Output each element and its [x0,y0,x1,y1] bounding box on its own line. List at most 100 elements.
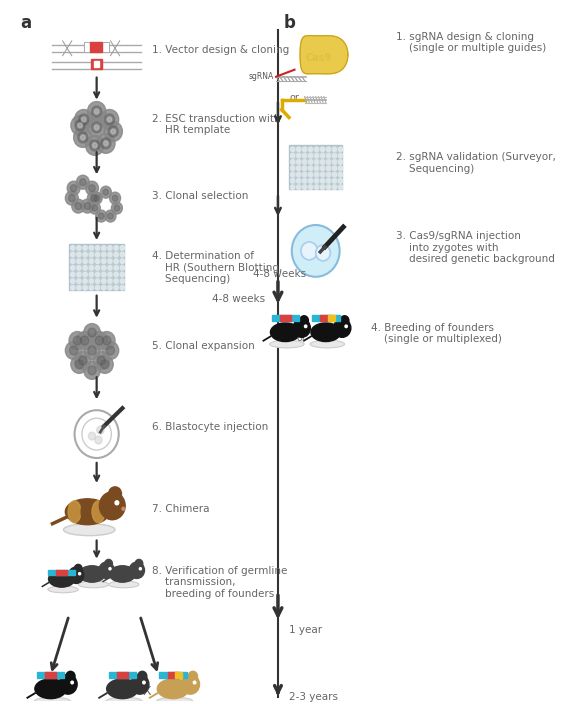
Circle shape [120,252,125,257]
Circle shape [70,252,75,257]
Circle shape [332,153,336,158]
Circle shape [89,202,100,214]
Circle shape [78,114,89,125]
Bar [94,61,99,67]
Circle shape [314,172,319,177]
Circle shape [120,259,125,263]
Text: 2. ESC transduction with
    HR template: 2. ESC transduction with HR template [152,113,280,135]
Circle shape [101,138,111,149]
Circle shape [95,285,100,290]
Circle shape [83,279,87,284]
Circle shape [345,325,347,327]
Circle shape [80,179,86,186]
Circle shape [85,135,104,156]
Circle shape [77,265,81,270]
Circle shape [327,185,331,189]
Circle shape [83,246,87,250]
Circle shape [332,160,336,164]
Circle shape [120,265,125,270]
Ellipse shape [63,524,115,536]
Circle shape [302,153,307,158]
Circle shape [327,166,331,170]
Circle shape [94,195,99,201]
Circle shape [332,147,336,151]
Circle shape [320,153,325,158]
Circle shape [74,110,93,130]
Circle shape [300,315,308,325]
Circle shape [84,361,100,379]
Circle shape [83,272,87,277]
Circle shape [291,179,295,183]
Circle shape [69,346,78,355]
Circle shape [104,122,122,142]
Circle shape [77,272,81,277]
Circle shape [77,246,81,250]
Text: 2. sgRNA validation (Surveyor,
    Sequencing): 2. sgRNA validation (Surveyor, Sequencin… [396,152,556,174]
Circle shape [108,126,118,137]
Circle shape [108,246,112,250]
Circle shape [69,567,84,584]
Bar [48,570,76,575]
Circle shape [302,179,307,183]
Circle shape [96,134,115,153]
Circle shape [327,172,331,177]
Circle shape [309,147,313,151]
Circle shape [74,565,82,572]
Ellipse shape [269,340,304,348]
Circle shape [95,259,100,263]
Circle shape [71,681,73,684]
Circle shape [92,106,102,117]
Circle shape [314,147,319,151]
Circle shape [78,132,88,143]
Circle shape [143,681,145,684]
Circle shape [90,140,100,151]
Bar [102,42,108,52]
Circle shape [94,125,99,130]
Circle shape [327,153,331,158]
Circle shape [291,160,295,164]
Text: sgRNA: sgRNA [249,73,274,81]
Circle shape [302,147,307,151]
Circle shape [291,153,295,158]
Circle shape [339,153,343,158]
Text: 7. Chimera: 7. Chimera [152,504,209,514]
Circle shape [327,179,331,183]
Circle shape [75,120,85,131]
Circle shape [135,560,143,567]
Circle shape [314,153,319,158]
Circle shape [84,341,100,360]
Circle shape [309,172,313,177]
Text: 4-8 weeks: 4-8 weeks [212,294,265,303]
Circle shape [314,160,319,164]
Circle shape [108,487,122,501]
Circle shape [339,166,343,170]
Circle shape [89,184,95,191]
Circle shape [78,356,87,365]
Circle shape [103,189,108,195]
Circle shape [71,115,89,135]
Text: or: or [297,332,307,343]
Circle shape [327,160,331,164]
Bar [280,315,291,320]
Circle shape [120,272,125,277]
Circle shape [95,279,100,284]
Circle shape [139,567,141,570]
Circle shape [320,179,325,183]
Circle shape [102,285,106,290]
Ellipse shape [271,323,300,341]
Circle shape [114,285,118,290]
Ellipse shape [34,697,70,704]
Circle shape [309,153,313,158]
Bar [117,672,128,678]
Circle shape [302,160,307,164]
Circle shape [327,147,331,151]
Bar [175,672,182,678]
Circle shape [77,259,81,263]
Circle shape [302,172,307,177]
Circle shape [89,279,93,284]
Bar [108,672,136,678]
Ellipse shape [35,679,66,698]
Circle shape [88,101,106,122]
Circle shape [91,192,102,204]
Circle shape [99,492,125,520]
